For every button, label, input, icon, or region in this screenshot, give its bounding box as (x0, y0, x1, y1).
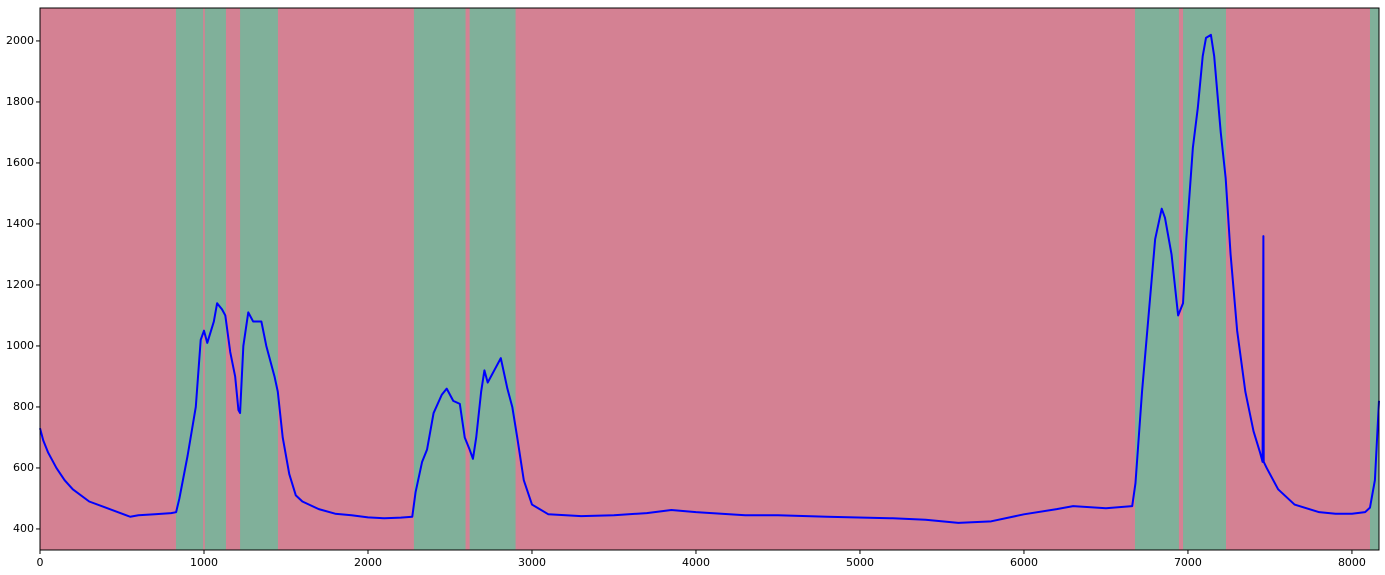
band (240, 8, 278, 550)
x-tick-label: 8000 (1338, 556, 1366, 569)
x-tick-label: 0 (37, 556, 44, 569)
band (1369, 8, 1379, 550)
y-tick-label: 1800 (6, 95, 34, 108)
x-tick-label: 7000 (1174, 556, 1202, 569)
band (1183, 8, 1226, 550)
x-tick-label: 6000 (1010, 556, 1038, 569)
band (175, 8, 204, 550)
y-tick-label: 1000 (6, 339, 34, 352)
band (204, 8, 226, 550)
x-tick-label: 1000 (190, 556, 218, 569)
plot-frame (39, 7, 1380, 551)
band (413, 8, 466, 550)
x-tick-label: 5000 (846, 556, 874, 569)
line (39, 33, 1380, 524)
y-tick-label: 1400 (6, 217, 34, 230)
band (1134, 8, 1179, 550)
y-tick-label: 1200 (6, 278, 34, 291)
band (469, 8, 516, 550)
y-tick-label: 800 (13, 400, 34, 413)
y-tick-label: 1600 (6, 156, 34, 169)
x-tick-label: 2000 (354, 556, 382, 569)
y-tick-label: 2000 (6, 34, 34, 47)
y-tick-label: 400 (13, 522, 34, 535)
x-tick-label: 4000 (682, 556, 710, 569)
x-tick-label: 3000 (518, 556, 546, 569)
y-tick-label: 600 (13, 461, 34, 474)
